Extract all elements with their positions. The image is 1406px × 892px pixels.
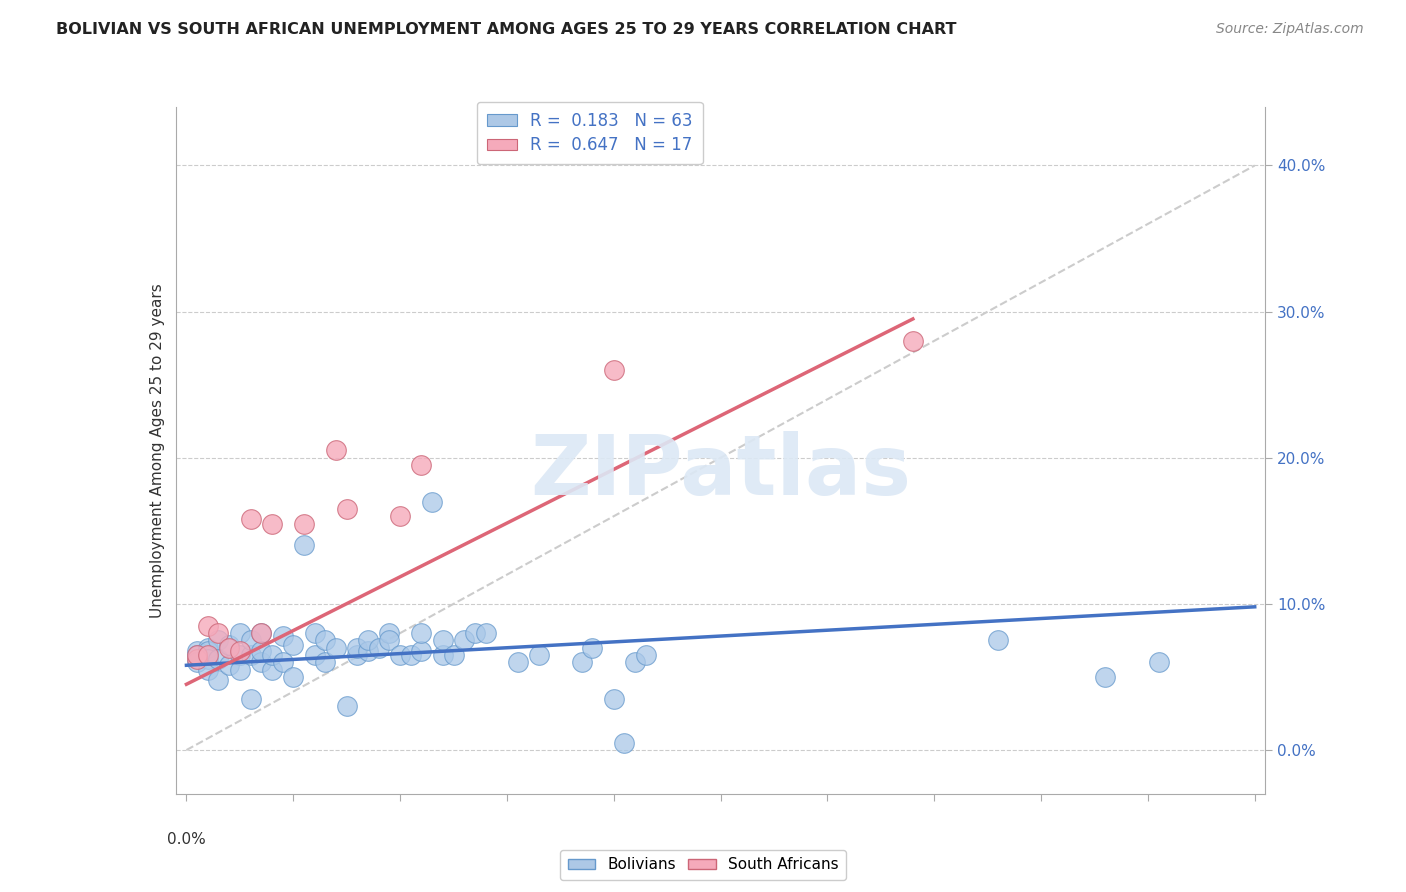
Legend: R =  0.183   N = 63, R =  0.647   N = 17: R = 0.183 N = 63, R = 0.647 N = 17	[477, 102, 703, 164]
Point	[239, 633, 262, 648]
Point	[411, 458, 433, 472]
Point	[304, 648, 326, 662]
Point	[186, 656, 208, 670]
Point	[336, 699, 359, 714]
Point	[411, 643, 433, 657]
Text: ZIPatlas: ZIPatlas	[530, 431, 911, 512]
Point	[1147, 656, 1170, 670]
Point	[474, 626, 496, 640]
Point	[229, 648, 252, 662]
Point	[314, 656, 336, 670]
Point	[186, 643, 208, 657]
Point	[346, 640, 368, 655]
Point	[197, 643, 219, 657]
Point	[613, 736, 636, 750]
Point	[603, 363, 626, 377]
Point	[292, 538, 315, 552]
Point	[197, 619, 219, 633]
Point	[186, 648, 208, 662]
Point	[432, 633, 454, 648]
Text: 0.0%: 0.0%	[167, 831, 205, 847]
Point	[186, 648, 208, 662]
Point	[229, 643, 252, 657]
Point	[378, 626, 401, 640]
Point	[207, 633, 229, 648]
Point	[260, 516, 283, 531]
Point	[283, 638, 305, 652]
Point	[357, 633, 380, 648]
Point	[218, 638, 240, 652]
Point	[197, 652, 219, 666]
Point	[250, 656, 273, 670]
Point	[239, 512, 262, 526]
Y-axis label: Unemployment Among Ages 25 to 29 years: Unemployment Among Ages 25 to 29 years	[149, 283, 165, 618]
Point	[207, 626, 229, 640]
Point	[378, 633, 401, 648]
Point	[218, 640, 240, 655]
Point	[901, 334, 924, 348]
Point	[389, 509, 412, 524]
Point	[346, 648, 368, 662]
Point	[260, 663, 283, 677]
Point	[571, 656, 593, 670]
Point	[197, 640, 219, 655]
Point	[325, 640, 347, 655]
Point	[314, 633, 336, 648]
Point	[506, 656, 529, 670]
Point	[357, 643, 380, 657]
Point	[1094, 670, 1116, 684]
Point	[453, 633, 475, 648]
Point	[367, 640, 389, 655]
Point	[411, 626, 433, 640]
Point	[229, 663, 252, 677]
Point	[239, 648, 262, 662]
Text: BOLIVIAN VS SOUTH AFRICAN UNEMPLOYMENT AMONG AGES 25 TO 29 YEARS CORRELATION CHA: BOLIVIAN VS SOUTH AFRICAN UNEMPLOYMENT A…	[56, 22, 956, 37]
Point	[399, 648, 422, 662]
Point	[250, 626, 273, 640]
Point	[634, 648, 657, 662]
Point	[218, 658, 240, 673]
Point	[304, 626, 326, 640]
Point	[186, 652, 208, 666]
Point	[207, 673, 229, 687]
Point	[325, 443, 347, 458]
Legend: Bolivians, South Africans: Bolivians, South Africans	[560, 849, 846, 880]
Point	[987, 633, 1010, 648]
Point	[603, 692, 626, 706]
Point	[443, 648, 465, 662]
Point	[581, 640, 603, 655]
Point	[250, 626, 273, 640]
Point	[292, 516, 315, 531]
Point	[420, 494, 443, 508]
Point	[527, 648, 550, 662]
Point	[239, 692, 262, 706]
Point	[197, 648, 219, 662]
Point	[229, 626, 252, 640]
Point	[250, 643, 273, 657]
Point	[260, 648, 283, 662]
Point	[624, 656, 647, 670]
Point	[464, 626, 486, 640]
Point	[271, 656, 294, 670]
Point	[283, 670, 305, 684]
Point	[389, 648, 412, 662]
Point	[336, 502, 359, 516]
Point	[197, 663, 219, 677]
Point	[271, 629, 294, 643]
Point	[432, 648, 454, 662]
Text: Source: ZipAtlas.com: Source: ZipAtlas.com	[1216, 22, 1364, 37]
Point	[207, 652, 229, 666]
